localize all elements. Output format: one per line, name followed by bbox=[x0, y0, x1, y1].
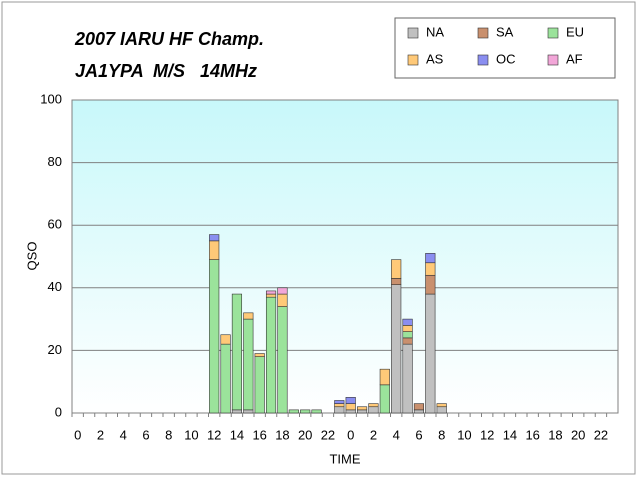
x-tick-label: 8 bbox=[438, 427, 445, 442]
bar-segment bbox=[220, 334, 231, 345]
bar-segment bbox=[402, 325, 413, 332]
bar-segment bbox=[265, 296, 277, 414]
bar-segment bbox=[209, 240, 220, 260]
bar-segment bbox=[243, 318, 254, 411]
x-tick-label: 2 bbox=[97, 427, 104, 442]
y-tick-label: 20 bbox=[48, 342, 62, 357]
y-tick-label: 60 bbox=[48, 217, 62, 232]
bar-segment bbox=[277, 293, 288, 307]
legend-swatch bbox=[547, 27, 559, 39]
bar-segment bbox=[334, 406, 345, 414]
bar-segment bbox=[231, 409, 243, 414]
x-tick-label: 8 bbox=[165, 427, 172, 442]
bar-segment bbox=[402, 337, 413, 345]
x-axis-label: TIME bbox=[329, 451, 360, 466]
bar-segment bbox=[413, 403, 425, 411]
bar-segment bbox=[413, 409, 425, 414]
legend-label: EU bbox=[566, 24, 584, 39]
bar-segment bbox=[425, 262, 436, 276]
y-axis-label: QSO bbox=[24, 242, 39, 271]
legend-label: NA bbox=[426, 24, 444, 39]
x-tick-label: 22 bbox=[321, 427, 335, 442]
x-tick-label: 10 bbox=[457, 427, 471, 442]
bar-segment bbox=[379, 384, 390, 414]
bar-segment bbox=[356, 409, 368, 414]
x-tick-label: 4 bbox=[393, 427, 400, 442]
legend-swatch bbox=[547, 54, 559, 66]
legend-label: AF bbox=[566, 51, 583, 66]
bar-segment bbox=[265, 290, 277, 295]
bar-segment bbox=[300, 409, 311, 414]
bar-segment bbox=[391, 278, 402, 285]
bar-segment bbox=[254, 356, 265, 414]
bar-segment bbox=[311, 409, 322, 414]
bar-segment bbox=[243, 312, 254, 320]
bar-segment bbox=[368, 406, 379, 414]
bar-segment bbox=[356, 406, 368, 411]
y-tick-label: 100 bbox=[40, 91, 62, 106]
bar-segment bbox=[334, 403, 345, 408]
bar-segment bbox=[391, 284, 402, 414]
legend-label: SA bbox=[496, 24, 514, 39]
x-tick-label: 14 bbox=[503, 427, 517, 442]
bar-segment bbox=[391, 259, 402, 279]
bar-segment bbox=[220, 343, 231, 414]
plot-area bbox=[71, 99, 619, 414]
x-tick-label: 12 bbox=[480, 427, 494, 442]
chart-title: 2007 IARU HF Champ. bbox=[74, 29, 264, 49]
bar-segment bbox=[277, 306, 288, 414]
x-tick-label: 10 bbox=[184, 427, 198, 442]
bar-segment bbox=[379, 368, 390, 386]
bar-segment bbox=[436, 403, 447, 408]
x-tick-label: 0 bbox=[74, 427, 81, 442]
bar-segment bbox=[254, 353, 265, 357]
y-tick-label: 40 bbox=[48, 279, 62, 294]
x-tick-label: 20 bbox=[298, 427, 312, 442]
bar-segment bbox=[425, 274, 436, 295]
bar-segment bbox=[243, 409, 254, 414]
legend-swatch bbox=[407, 54, 419, 66]
legend-label: AS bbox=[426, 51, 444, 66]
legend-swatch bbox=[407, 27, 419, 39]
bar-segment bbox=[209, 234, 220, 242]
x-tick-label: 18 bbox=[548, 427, 562, 442]
bar-segment bbox=[436, 406, 447, 414]
bar-segment bbox=[345, 409, 356, 414]
x-tick-label: 12 bbox=[207, 427, 221, 442]
bar-segment bbox=[402, 343, 413, 414]
legend bbox=[394, 17, 616, 79]
bar-segment bbox=[209, 259, 220, 414]
bar-segment bbox=[425, 293, 436, 414]
chart-subtitle: JA1YPA M/S 14MHz bbox=[75, 61, 257, 81]
y-tick-label: 0 bbox=[55, 404, 62, 419]
bar-segment bbox=[345, 397, 356, 404]
y-tick-label: 80 bbox=[48, 154, 62, 169]
bar-segment bbox=[277, 287, 288, 295]
bar-segment bbox=[402, 318, 413, 326]
x-tick-label: 4 bbox=[120, 427, 127, 442]
x-tick-label: 14 bbox=[230, 427, 244, 442]
bar-segment bbox=[345, 403, 356, 411]
x-tick-label: 2 bbox=[370, 427, 377, 442]
x-tick-label: 16 bbox=[252, 427, 266, 442]
legend-swatch bbox=[477, 27, 489, 39]
bar-segment bbox=[425, 253, 436, 264]
bar-segment bbox=[334, 400, 345, 404]
bar-segment bbox=[288, 409, 299, 414]
x-tick-label: 16 bbox=[525, 427, 539, 442]
x-tick-label: 20 bbox=[571, 427, 585, 442]
bar-segment bbox=[402, 331, 413, 339]
legend-swatch bbox=[477, 54, 489, 66]
x-tick-label: 0 bbox=[347, 427, 354, 442]
x-tick-label: 6 bbox=[415, 427, 422, 442]
x-tick-label: 6 bbox=[142, 427, 149, 442]
x-tick-label: 18 bbox=[275, 427, 289, 442]
bar-segment bbox=[231, 293, 243, 411]
x-tick-label: 22 bbox=[594, 427, 608, 442]
legend-label: OC bbox=[496, 51, 516, 66]
bar-segment bbox=[265, 293, 277, 298]
bar-segment bbox=[368, 403, 379, 408]
